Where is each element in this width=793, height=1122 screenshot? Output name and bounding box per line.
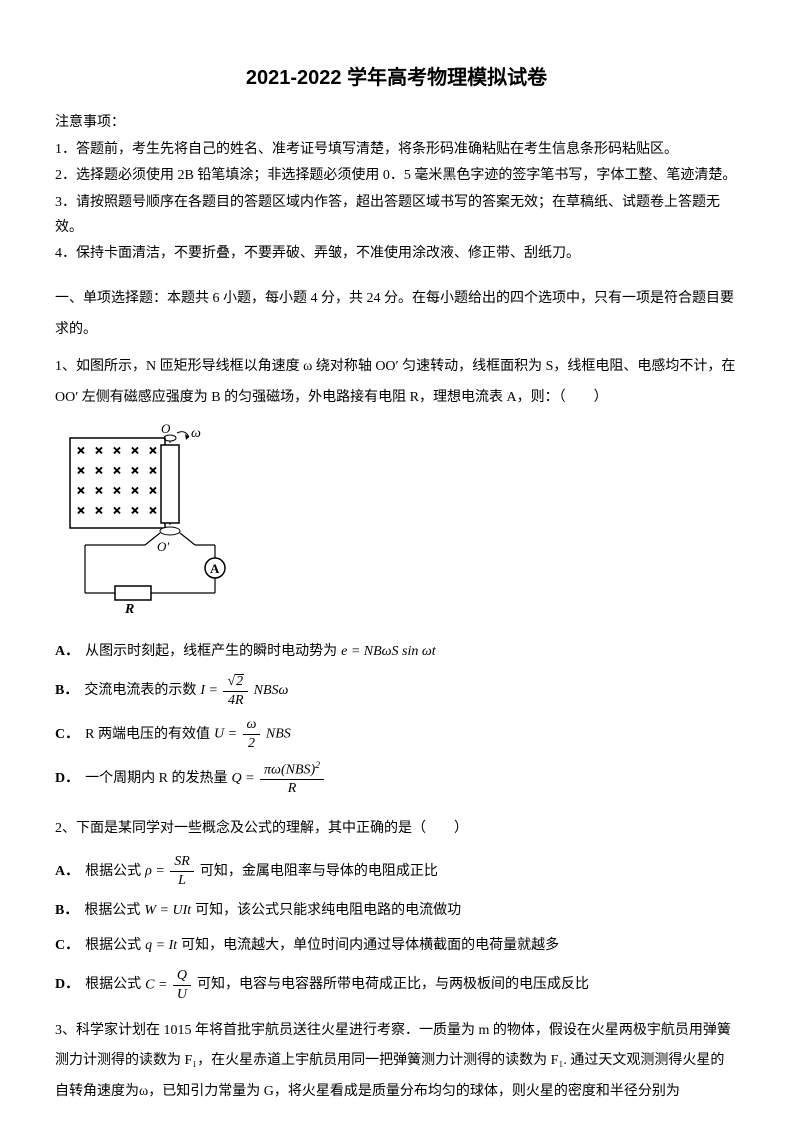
option-formula: W = UIt [144,898,191,923]
circuit-diagram-svg: × × × × × × × × × × × × × × × × × × × × O ω O′ A R [65,423,235,613]
svg-text:×: × [149,504,157,519]
option-suffix: 可知，电容与电容器所带电荷成正比，与两极板间的电压成反比 [197,972,589,997]
q1-option-d: D． 一个周期内 R 的发热量 Q = πω(NBS)2 R [55,761,738,797]
option-text: 根据公式 [85,972,141,997]
svg-text:×: × [77,464,85,479]
option-label: B． [55,678,78,703]
svg-text:ω: ω [191,426,201,441]
option-label: D． [55,766,79,791]
svg-text:×: × [77,504,85,519]
svg-text:R: R [124,602,134,613]
option-formula: I = 2 4R NBSω [200,674,288,708]
svg-text:×: × [95,444,103,459]
option-text: R 两端电压的有效值 [85,722,210,747]
svg-text:×: × [95,484,103,499]
svg-text:×: × [131,464,139,479]
q2-option-c: C． 根据公式 q = It 可知，电流越大，单位时间内通过导体横截面的电荷量就… [55,933,738,958]
option-label: C． [55,722,79,747]
option-text: 从图示时刻起，线框产生的瞬时电动势为 [85,639,337,664]
q2-option-b: B． 根据公式 W = UIt 可知，该公式只能求纯电阻电路的电流做功 [55,898,738,923]
svg-text:×: × [113,444,121,459]
option-formula: Q = πω(NBS)2 R [231,761,326,797]
option-formula: U = ω 2 NBS [214,718,291,751]
option-suffix: 可知，该公式只能求纯电阻电路的电流做功 [195,898,461,923]
notice-item-2: 2．选择题必须使用 2B 铅笔填涂；非选择题必须使用 0．5 毫米黑色字迹的签字… [55,163,738,188]
svg-text:×: × [149,484,157,499]
option-formula: q = It [145,933,177,958]
q2-option-d: D． 根据公式 C = Q U 可知，电容与电容器所带电荷成正比，与两极板间的电… [55,969,738,1002]
question-1-text: 1、如图所示，N 匝矩形导线框以角速度 ω 绕对称轴 OO′ 匀速转动，线框面积… [55,352,738,414]
svg-text:×: × [131,444,139,459]
notice-heading: 注意事项： [55,110,738,135]
svg-text:×: × [131,504,139,519]
option-suffix: 可知，电流越大，单位时间内通过导体横截面的电荷量就越多 [181,933,559,958]
notice-item-1: 1．答题前，考生先将自己的姓名、准考证号填写清楚，将条形码准确粘贴在考生信息条形… [55,137,738,162]
notice-item-3: 3．请按照题号顺序在各题目的答题区域内作答，超出答题区域书写的答案无效；在草稿纸… [55,190,738,240]
option-suffix: 可知，金属电阻率与导体的电阻成正比 [200,859,438,884]
q2-option-a: A． 根据公式 ρ = SR L 可知，金属电阻率与导体的电阻成正比 [55,855,738,888]
svg-text:×: × [95,504,103,519]
svg-text:×: × [113,484,121,499]
option-text: 根据公式 [84,898,140,923]
page-title: 2021-2022 学年高考物理模拟试卷 [55,60,738,96]
option-label: A． [55,859,79,884]
question-3-text: 3、科学家计划在 1015 年将首批宇航员送往火星进行考察．一质量为 m 的物体… [55,1016,738,1108]
option-label: A． [55,639,79,664]
svg-text:O: O [161,423,171,436]
option-text: 交流电流表的示数 [84,678,196,703]
q1-option-b: B． 交流电流表的示数 I = 2 4R NBSω [55,674,738,708]
svg-text:×: × [113,464,121,479]
question-1-diagram: × × × × × × × × × × × × × × × × × × × × O ω O′ A R [65,423,738,622]
notice-item-4: 4．保持卡面清洁，不要折叠，不要弄破、弄皱，不准使用涂改液、修正带、刮纸刀。 [55,241,738,266]
option-text: 根据公式 [85,859,141,884]
option-label: B． [55,898,78,923]
svg-text:×: × [149,464,157,479]
q1-option-c: C． R 两端电压的有效值 U = ω 2 NBS [55,718,738,751]
svg-text:×: × [77,444,85,459]
option-formula: C = Q U [145,969,193,1002]
option-formula: ρ = SR L [145,855,196,888]
option-label: C． [55,933,79,958]
svg-text:×: × [149,444,157,459]
option-label: D． [55,972,79,997]
svg-text:×: × [95,464,103,479]
option-text: 根据公式 [85,933,141,958]
section-1-intro: 一、单项选择题：本题共 6 小题，每小题 4 分，共 24 分。在每小题给出的四… [55,284,738,346]
svg-text:×: × [113,504,121,519]
option-formula: e = NBωS sin ωt [341,639,436,664]
svg-text:O′: O′ [157,539,169,554]
option-text: 一个周期内 R 的发热量 [85,766,227,791]
svg-text:A: A [210,561,220,576]
svg-text:×: × [77,484,85,499]
question-2-text: 2、下面是某同学对一些概念及公式的理解，其中正确的是（ ） [55,814,738,845]
svg-text:×: × [131,484,139,499]
q1-option-a: A． 从图示时刻起，线框产生的瞬时电动势为 e = NBωS sin ωt [55,639,738,664]
